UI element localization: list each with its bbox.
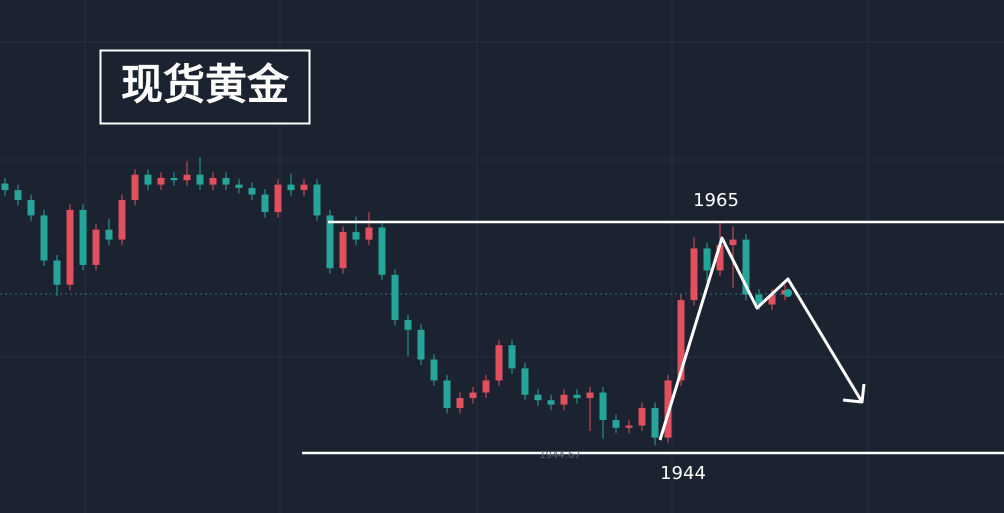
candle-body [339, 231, 347, 269]
candle-body [703, 248, 711, 271]
level-label: 1944 [660, 463, 706, 484]
candle-body [131, 174, 139, 201]
chart-title: 现货黄金 [121, 60, 290, 109]
candle-body [625, 425, 633, 428]
candle-body [495, 345, 503, 381]
candle-body [482, 380, 490, 393]
candle-body [222, 178, 230, 185]
candle-body [378, 227, 386, 275]
candle-body [66, 209, 74, 285]
level-label: 1965 [693, 190, 739, 211]
candle-body [313, 184, 321, 216]
candle-body [105, 229, 113, 240]
candle-body [508, 345, 516, 369]
candle-body [534, 394, 542, 401]
candle-body [612, 420, 620, 428]
candle-body [547, 400, 555, 405]
candle-body [768, 294, 776, 305]
candle-body [599, 392, 607, 421]
candle-body [183, 174, 191, 181]
candle-body [53, 260, 61, 285]
candle-body [170, 178, 178, 181]
candle-body [326, 215, 334, 269]
candle-body [430, 359, 438, 381]
candle-body [209, 178, 217, 185]
candle-body [391, 274, 399, 320]
candle-body [40, 215, 48, 261]
forecast-path [658, 236, 864, 441]
candle-body [248, 187, 256, 195]
candle-body [261, 194, 269, 213]
candle-body [469, 392, 477, 399]
candle-body [729, 239, 737, 246]
candle-body [365, 227, 373, 240]
candle-body [118, 200, 126, 240]
candle-body [157, 178, 165, 185]
candle-body [521, 368, 529, 395]
candle-body [274, 184, 282, 213]
candle-body [300, 184, 308, 191]
candle-body [417, 329, 425, 360]
candles [1, 157, 789, 446]
candle-body [638, 407, 646, 426]
candle-body [560, 394, 568, 405]
candle-body [235, 184, 243, 188]
candle-body [742, 239, 750, 295]
candle-body [92, 229, 100, 265]
current-price-dot [784, 289, 792, 297]
candle-body [196, 174, 204, 185]
candle-body [1, 183, 9, 191]
candle-body [586, 392, 594, 399]
candle-body [404, 319, 412, 330]
candle-body [716, 245, 724, 271]
candle-body [651, 407, 659, 438]
candle-body [443, 380, 451, 408]
candle-body [755, 294, 763, 305]
candle-body [352, 231, 360, 240]
candle-body [27, 200, 35, 216]
candle-body [287, 184, 295, 191]
candle-body [677, 300, 685, 381]
title-box [99, 49, 311, 125]
price-label: 1944.67 [539, 450, 580, 461]
forecast-arrowhead [842, 383, 866, 404]
candle-body [573, 394, 581, 399]
candle-body [690, 248, 698, 301]
candle-body [456, 398, 464, 408]
candle-body [14, 190, 22, 201]
candle-body [79, 209, 87, 265]
levels: 1965 1944 1944.67 [302, 190, 1004, 484]
candle-body [144, 174, 152, 185]
